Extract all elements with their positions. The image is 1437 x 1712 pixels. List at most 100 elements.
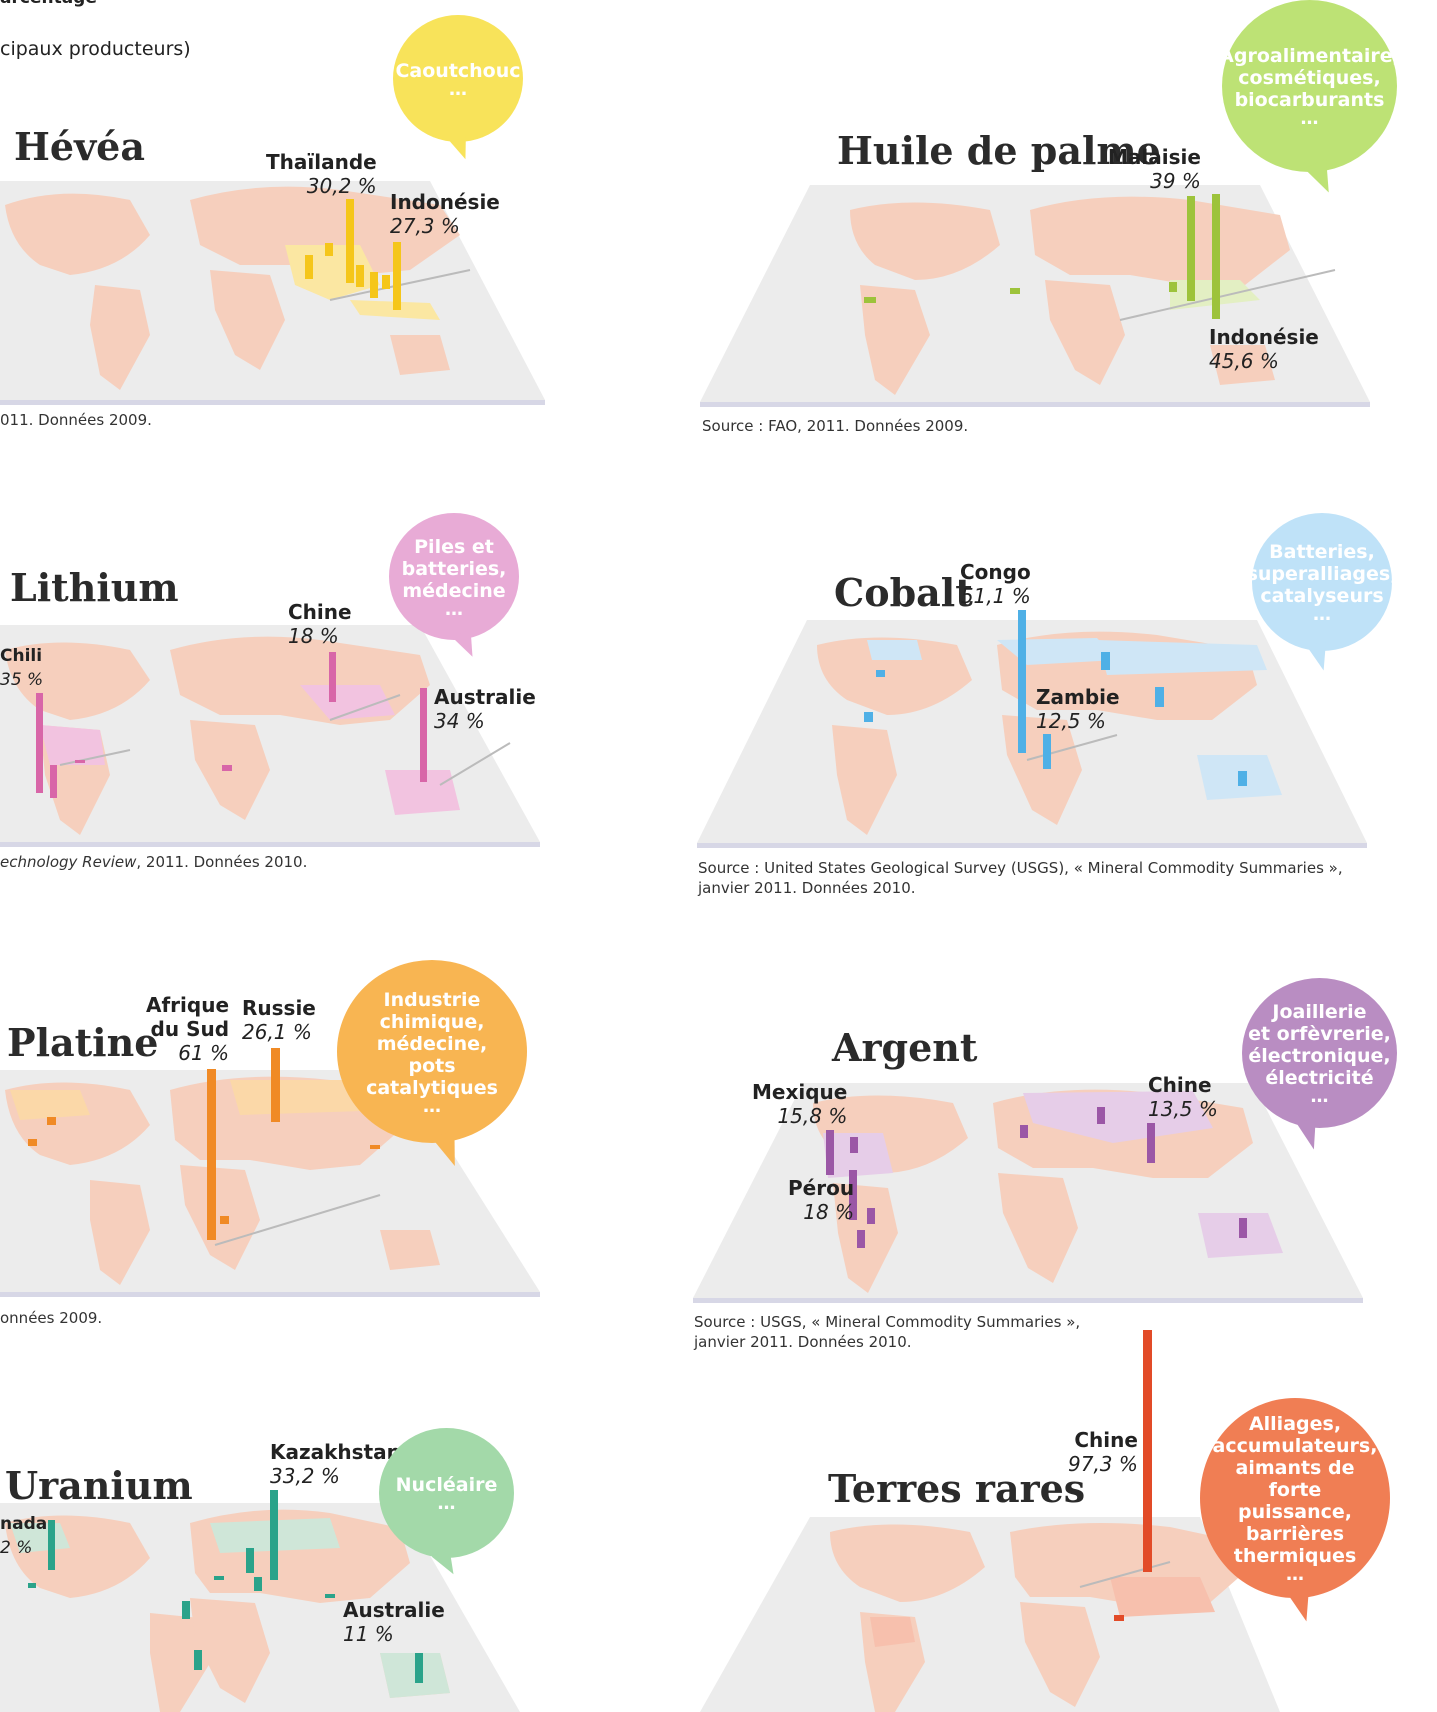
- title-argent: Argent: [832, 1025, 978, 1070]
- bar-argent-perou: [849, 1170, 857, 1220]
- label-lithium-chili: Chili 35 %: [0, 646, 44, 690]
- bar-platine-russie: [271, 1048, 280, 1122]
- bar-uranium-australie: [415, 1653, 423, 1683]
- bubble-cobalt-text: Batteries, superalliages, catalyseurs: [1246, 541, 1398, 607]
- source-lithium: echnology Review, 2011. Données 2010.: [0, 852, 307, 872]
- bubble-platine-text: Industrie chimique, médecine, pots catal…: [366, 988, 498, 1099]
- bubble-terres-text: Alliages, accumulateurs, aimants de fort…: [1212, 1413, 1378, 1567]
- bar-palme-indonesie: [1212, 194, 1220, 319]
- bar-argent-minor: [850, 1137, 858, 1153]
- bubble-uranium: Nucléaire …: [379, 1428, 514, 1580]
- source-cobalt: Source : United States Geological Survey…: [698, 858, 1343, 898]
- bar-uranium-minor: [254, 1577, 262, 1591]
- title-platine: Platine: [7, 1020, 159, 1065]
- bubble-hevea: Caoutchouc …: [393, 15, 523, 163]
- bubble-lithium: Piles et batteries, médecine …: [389, 513, 519, 662]
- bar-platine-afrique-du-sud: [207, 1069, 216, 1240]
- bar-cobalt-minor: [1238, 771, 1247, 786]
- label-argent-chine: Chine 13,5 %: [1148, 1073, 1218, 1121]
- bar-platine-minor: [47, 1117, 56, 1125]
- bubble-hevea-dots: …: [449, 78, 467, 100]
- bar-cobalt-minor: [1155, 687, 1164, 707]
- source-cobalt-line1: Source : United States Geological Survey…: [698, 859, 1343, 877]
- bar-hevea-minor: [325, 243, 333, 256]
- bar-lithium-minor: [50, 765, 57, 798]
- bubble-argent-dots: …: [1310, 1086, 1329, 1107]
- label-terres-chine: Chine 97,3 %: [1068, 1428, 1138, 1476]
- bar-platine-minor: [220, 1216, 229, 1224]
- map-palme: [700, 185, 1370, 407]
- label-uranium-australie: Australie 11 %: [343, 1598, 445, 1646]
- bar-palme-malaisie: [1187, 196, 1195, 301]
- label-platine-afrique-du-sud: Afrique du Sud 61 %: [146, 993, 230, 1065]
- bubble-argent: Joaillerie et orfèvrerie, électronique, …: [1242, 978, 1397, 1153]
- bar-lithium-australie: [420, 688, 427, 782]
- bar-argent-mexique: [826, 1130, 834, 1175]
- bar-cobalt-zambie: [1043, 734, 1051, 769]
- bar-argent-minor: [1097, 1107, 1105, 1124]
- bar-cobalt-congo: [1018, 610, 1026, 753]
- bar-lithium-minor: [222, 765, 232, 771]
- label-argent-perou: Pérou 18 %: [788, 1176, 855, 1224]
- bubble-cobalt-dots: …: [1313, 604, 1331, 625]
- bar-lithium-chine: [329, 652, 336, 702]
- bar-hevea-minor: [382, 275, 390, 289]
- bubble-uranium-dots: …: [437, 1493, 456, 1514]
- bar-platine-minor: [28, 1139, 37, 1146]
- label-hevea-indonesie: Indonésie 27,3 %: [390, 190, 500, 238]
- bar-palme-minor: [1169, 282, 1177, 292]
- source-lithium-italic: echnology Review: [0, 853, 137, 871]
- top-fragment: arcentage: [0, 0, 97, 8]
- source-argent: Source : USGS, « Mineral Commodity Summa…: [694, 1312, 1080, 1352]
- label-uranium-kazakhstan: Kazakhstan 33,2 %: [270, 1440, 401, 1488]
- bar-palme-minor: [864, 297, 876, 303]
- bar-uranium-nada: [48, 1520, 55, 1570]
- bar-palme-minor: [1010, 288, 1020, 294]
- label-cobalt-zambie: Zambie 12,5 %: [1036, 685, 1120, 733]
- bar-argent-minor: [1239, 1218, 1247, 1238]
- label-lithium-australie: Australie 34 %: [434, 685, 536, 733]
- bar-hevea-thailande: [346, 199, 354, 283]
- bar-uranium-minor: [194, 1650, 202, 1670]
- source-cobalt-line2: janvier 2011. Données 2010.: [698, 879, 916, 897]
- source-platine: onnées 2009.: [0, 1309, 103, 1327]
- bubble-palme: Agroalimentaire, cosmétiques, biocarbura…: [1219, 0, 1400, 198]
- bubble-cobalt: Batteries, superalliages, catalyseurs …: [1247, 513, 1397, 674]
- map-lithium: [0, 625, 540, 847]
- title-lithium: Lithium: [10, 565, 179, 610]
- bar-argent-minor: [867, 1208, 875, 1224]
- bubble-lithium-text: Piles et batteries, médecine: [401, 535, 507, 602]
- bubble-lithium-dots: …: [445, 598, 463, 620]
- bubble-terres: Alliages, accumulateurs, aimants de fort…: [1200, 1398, 1390, 1625]
- bar-hevea-minor: [356, 265, 364, 287]
- label-cobalt-congo: Congo 51,1 %: [960, 560, 1031, 608]
- subtitle-fragment: cipaux producteurs): [0, 38, 191, 60]
- bar-cobalt-minor: [864, 712, 873, 722]
- title-hevea: Hévéa: [14, 124, 145, 169]
- bar-lithium-chili: [36, 693, 43, 793]
- map-terres: [700, 1517, 1280, 1712]
- bar-cobalt-minor: [876, 670, 885, 677]
- bubble-tail: [1286, 1585, 1318, 1625]
- bubble-platine-dots: …: [423, 1095, 441, 1117]
- label-palme-malaisie: Malaisie 39 %: [1108, 145, 1201, 193]
- bar-argent-minor: [857, 1230, 865, 1248]
- source-palme: Source : FAO, 2011. Données 2009.: [702, 417, 969, 435]
- bar-uranium-minor: [182, 1601, 190, 1619]
- label-lithium-chine: Chine 18 %: [288, 600, 352, 648]
- source-argent-line1: Source : USGS, « Mineral Commodity Summa…: [694, 1313, 1081, 1331]
- title-terres: Terres rares: [828, 1466, 1086, 1511]
- bar-terres-chine: [1143, 1330, 1152, 1572]
- bar-argent-minor: [1020, 1125, 1028, 1138]
- bar-cobalt-minor: [1101, 652, 1110, 670]
- source-lithium-rest: , 2011. Données 2010.: [136, 853, 308, 871]
- bubble-hevea-text: Caoutchouc: [395, 59, 521, 82]
- bar-uranium-minor: [214, 1576, 224, 1580]
- bar-hevea-minor: [305, 255, 313, 279]
- bar-uranium-minor: [28, 1583, 36, 1588]
- source-argent-line2: janvier 2011. Données 2010.: [694, 1333, 912, 1351]
- bar-platine-minor: [370, 1145, 380, 1149]
- bubble-platine: Industrie chimique, médecine, pots catal…: [337, 960, 527, 1171]
- bar-uranium-minor: [246, 1548, 254, 1573]
- bar-argent-chine: [1147, 1123, 1155, 1163]
